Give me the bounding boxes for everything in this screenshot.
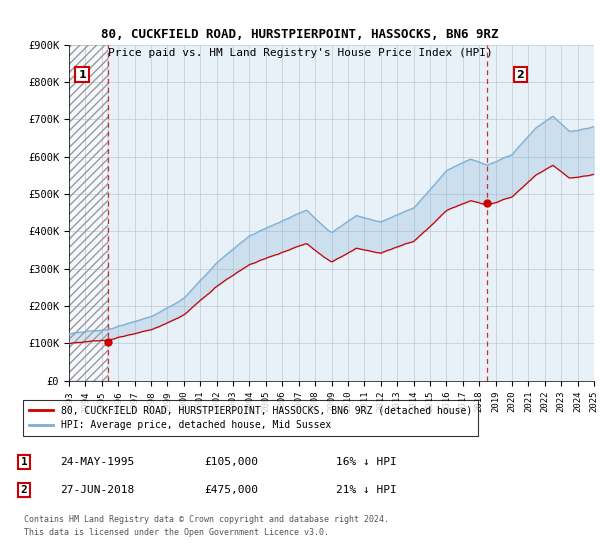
Text: 24-MAY-1995: 24-MAY-1995 xyxy=(60,457,134,467)
Text: 80, CUCKFIELD ROAD, HURSTPIERPOINT, HASSOCKS, BN6 9RZ: 80, CUCKFIELD ROAD, HURSTPIERPOINT, HASS… xyxy=(101,28,499,41)
Text: Contains HM Land Registry data © Crown copyright and database right 2024.: Contains HM Land Registry data © Crown c… xyxy=(24,515,389,524)
Text: £475,000: £475,000 xyxy=(204,485,258,495)
Text: 2: 2 xyxy=(516,69,524,80)
Text: Price paid vs. HM Land Registry's House Price Index (HPI): Price paid vs. HM Land Registry's House … xyxy=(107,48,493,58)
Text: £105,000: £105,000 xyxy=(204,457,258,467)
Text: 16% ↓ HPI: 16% ↓ HPI xyxy=(336,457,397,467)
Bar xyxy=(69,45,108,381)
Legend: 80, CUCKFIELD ROAD, HURSTPIERPOINT, HASSOCKS, BN6 9RZ (detached house), HPI: Ave: 80, CUCKFIELD ROAD, HURSTPIERPOINT, HASS… xyxy=(23,400,478,436)
Text: This data is licensed under the Open Government Licence v3.0.: This data is licensed under the Open Gov… xyxy=(24,528,329,537)
Text: 1: 1 xyxy=(20,457,28,467)
Text: 21% ↓ HPI: 21% ↓ HPI xyxy=(336,485,397,495)
Bar xyxy=(69,45,108,381)
Text: 1: 1 xyxy=(78,69,86,80)
Text: 2: 2 xyxy=(20,485,28,495)
Text: 27-JUN-2018: 27-JUN-2018 xyxy=(60,485,134,495)
